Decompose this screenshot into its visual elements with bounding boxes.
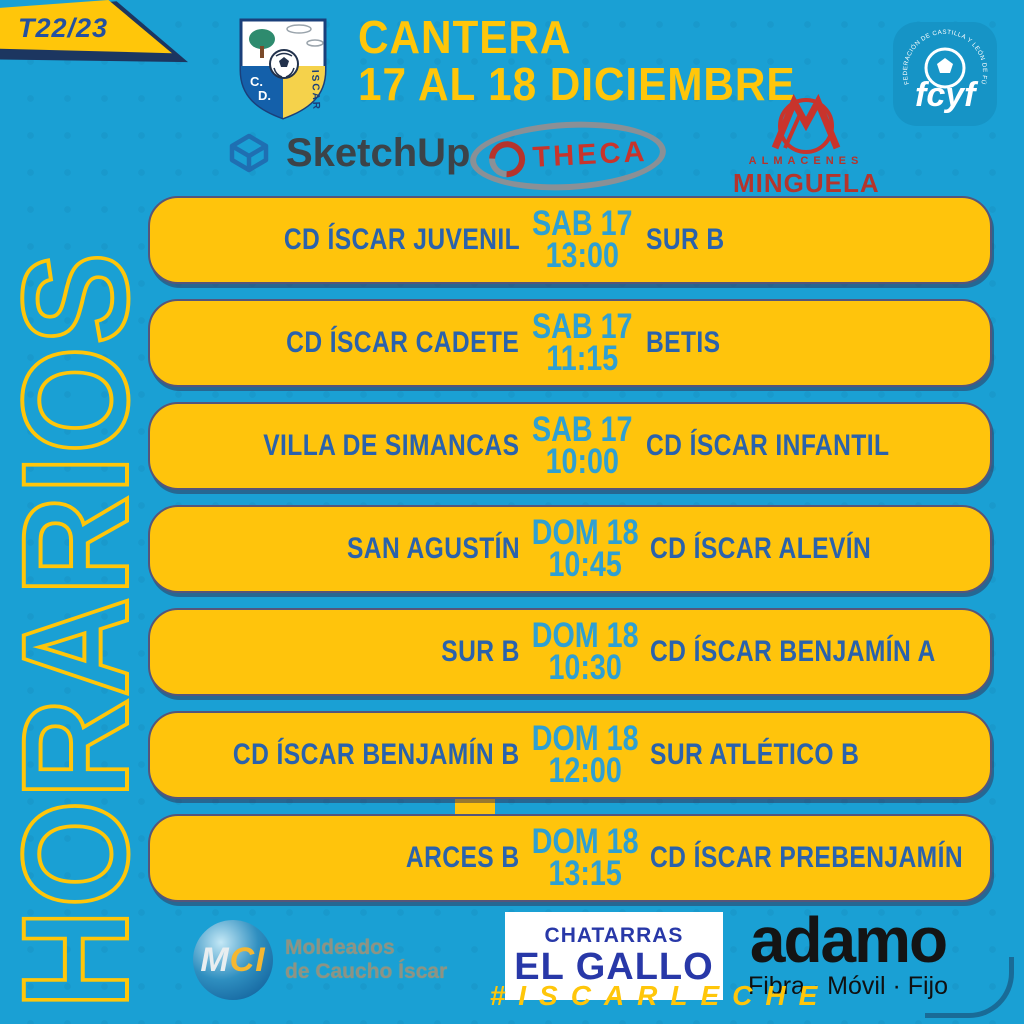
mci-m: M [200,940,230,979]
theca-logo: THECA [468,116,668,196]
home-team: CD ÍSCAR BENJAMÍN B [232,738,520,771]
theca-icon [481,133,533,185]
fixture-row: VILLA DE SIMANCAS SAB 17 10:00 CD ÍSCAR I… [148,402,992,490]
vertical-title-text: HORARIOS [0,249,160,1011]
sketchup-logo: SketchUp [222,126,471,180]
fixture-row: CD ÍSCAR JUVENIL SAB 17 13:00 SUR B [148,196,992,284]
minguela-monogram-icon [771,93,841,154]
home-team: CD ÍSCAR JUVENIL [283,223,520,256]
home-team: VILLA DE SIMANCAS [263,429,520,462]
corner-decoration [925,957,1014,1018]
season-label: T22/23 [18,12,109,43]
crest-name: ISCAR [309,70,321,111]
club-crest-icon: C. D. ISCAR [239,18,327,120]
match-time: 10:00 [545,442,620,481]
adamo-tagline: Fibra · Móvil · Fijo [747,972,948,1000]
fixture-row: SUR B DOM 18 10:30 CD ÍSCAR BENJAMÍN A [148,608,992,696]
adamo-logo: adamo Fibra · Móvil · Fijo [733,908,963,1001]
minguela-line2: MINGUELA [733,168,880,198]
match-time: 13:15 [548,854,622,893]
adamo-wordmark: adamo [749,904,948,976]
crest-cd-bottom: D. [258,88,271,103]
theca-label: THECA [531,135,649,174]
mci-i: I [255,940,266,979]
home-team: SUR B [441,635,520,668]
federation-script: fcyf [915,76,979,114]
elgallo-logo: CHATARRAS EL GALLO [505,912,723,1000]
away-team: SUR B [645,223,725,256]
vertical-title: HORARIOS [0,200,160,1024]
fixture-row: ARCES B DOM 18 13:15 CD ÍSCAR PREBENJAMÍN [148,814,992,902]
minguela-logo: ALMACENES MINGUELA [733,90,879,199]
home-team: ARCES B [406,841,520,874]
title-line2: 17 AL 18 DICIEMBRE [358,57,796,110]
away-team: SUR ATLÉTICO B [649,738,860,771]
mci-c: C [229,940,256,979]
mci-line1: Moldeados [285,935,395,959]
elgallo-line2: EL GALLO [514,945,714,988]
match-time: 11:15 [546,339,619,378]
hashtag: #ISCARLECHE [489,980,831,1011]
fixture-row: CD ÍSCAR CADETE SAB 17 11:15 BETIS [148,299,992,387]
crest-cd-top: C. [250,74,263,89]
match-day: SAB 17 [532,306,633,346]
away-team: CD ÍSCAR PREBENJAMÍN [649,841,963,874]
match-day: DOM 18 [531,615,639,655]
fixture-list: CD ÍSCAR JUVENIL SAB 17 13:00 SUR B CD ÍS… [148,196,992,917]
fixture-row: SAN AGUSTÍN DOM 18 10:45 CD ÍSCAR ALEVÍN [148,505,992,593]
minguela-line1: ALMACENES [748,155,864,167]
match-day: DOM 18 [531,718,639,758]
elgallo-line1: CHATARRAS [544,923,684,947]
title-line1: CANTERA [358,11,572,63]
match-day: DOM 18 [531,821,639,861]
bar-notch [455,795,495,815]
home-team: SAN AGUSTÍN [346,532,520,565]
match-time: 13:00 [545,236,620,275]
sketchup-icon [229,133,269,173]
match-time: 12:00 [548,751,622,790]
match-day: SAB 17 [532,409,633,449]
away-team: BETIS [645,326,721,359]
away-team: CD ÍSCAR INFANTIL [645,429,889,462]
match-time: 10:30 [548,648,622,687]
page-title: CANTERA 17 AL 18 DICIEMBRE [358,14,796,108]
mci-line2: de Caucho Íscar [285,960,448,983]
match-day: DOM 18 [531,512,639,552]
federation-logo: FEDERACIÓN DE CASTILLA Y LEÓN DE FÚTBOL … [893,22,997,126]
away-team: CD ÍSCAR BENJAMÍN A [649,635,936,668]
away-team: CD ÍSCAR ALEVÍN [649,532,872,565]
home-team: CD ÍSCAR CADETE [286,326,520,359]
fixture-row: CD ÍSCAR BENJAMÍN B DOM 18 12:00 SUR ATLÉ… [148,711,992,799]
match-day: SAB 17 [532,203,633,243]
sketchup-label: SketchUp [286,130,471,175]
match-time: 10:45 [548,545,622,584]
